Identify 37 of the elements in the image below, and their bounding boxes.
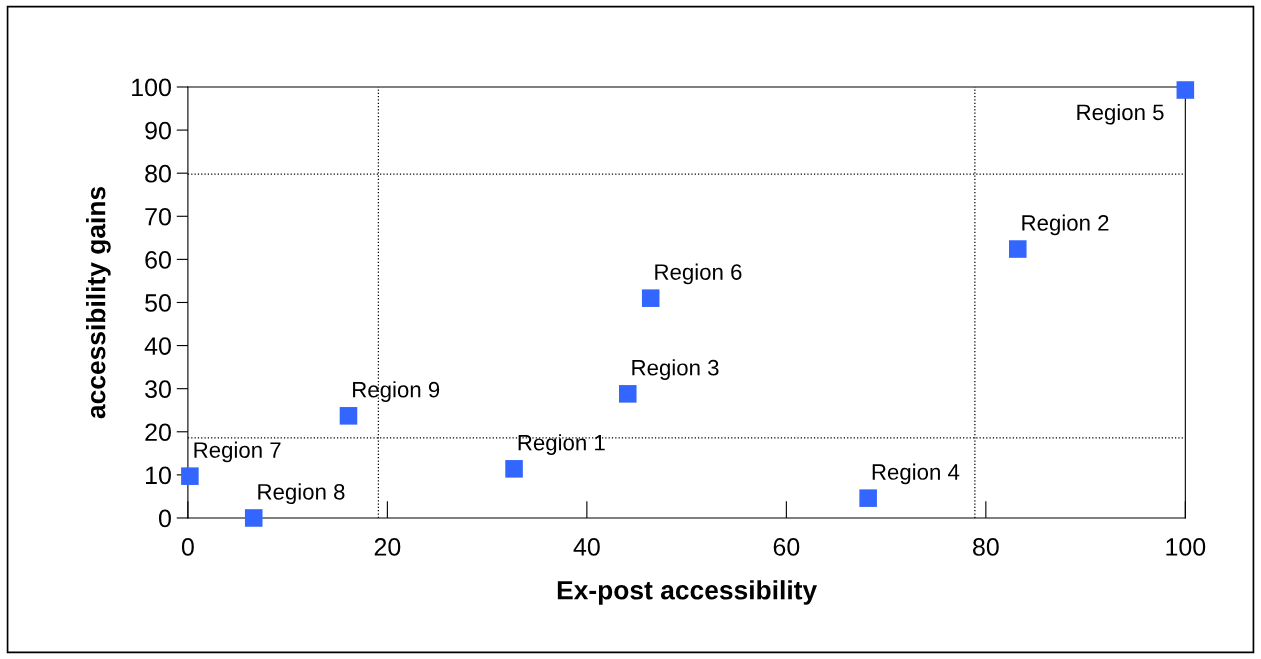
- y-axis-title: accessibility gains: [86, 186, 111, 419]
- point: [859, 489, 877, 507]
- y-tick-label: 90: [145, 121, 171, 140]
- y-tick-label: 10: [146, 466, 171, 485]
- y-tick-label: 20: [145, 423, 171, 442]
- annotation: Region 8: [258, 483, 345, 505]
- annotation: Region 9: [353, 381, 440, 402]
- annotation: Region 3: [632, 359, 719, 380]
- point: [244, 509, 263, 527]
- x-tick-label: 20: [374, 538, 401, 556]
- point: [339, 407, 358, 425]
- y-tick-label: 70: [145, 207, 171, 226]
- annotation: Region 4: [872, 463, 960, 485]
- x-tick-label: 40: [573, 538, 600, 556]
- point: [1176, 81, 1195, 99]
- point: [1008, 240, 1027, 258]
- x-tick-label: 100: [1166, 538, 1206, 556]
- annotation: Region 7: [194, 441, 281, 463]
- y-tick-label: 60: [145, 250, 171, 269]
- x-axis-title: Ex-post accessibility: [557, 580, 818, 605]
- point: [181, 467, 199, 485]
- y-tick-label: 30: [145, 380, 171, 398]
- point: [618, 385, 637, 403]
- x-tick-label: 80: [973, 538, 999, 556]
- annotation: Region 1: [518, 434, 605, 455]
- x-tick-label: 60: [773, 538, 800, 556]
- y-tick-label: 50: [145, 294, 171, 312]
- annotation: Region 6: [655, 263, 742, 285]
- y-tick-label: 40: [144, 337, 171, 355]
- x-tick-label: 0: [181, 538, 194, 556]
- annotation: Region 5: [1077, 103, 1164, 125]
- point: [505, 460, 523, 478]
- annotation: Region 2: [1022, 214, 1109, 236]
- y-tick-label: 100: [132, 78, 171, 97]
- y-tick-label: 80: [145, 164, 171, 183]
- y-tick-label: 0: [158, 509, 171, 528]
- point: [641, 289, 660, 307]
